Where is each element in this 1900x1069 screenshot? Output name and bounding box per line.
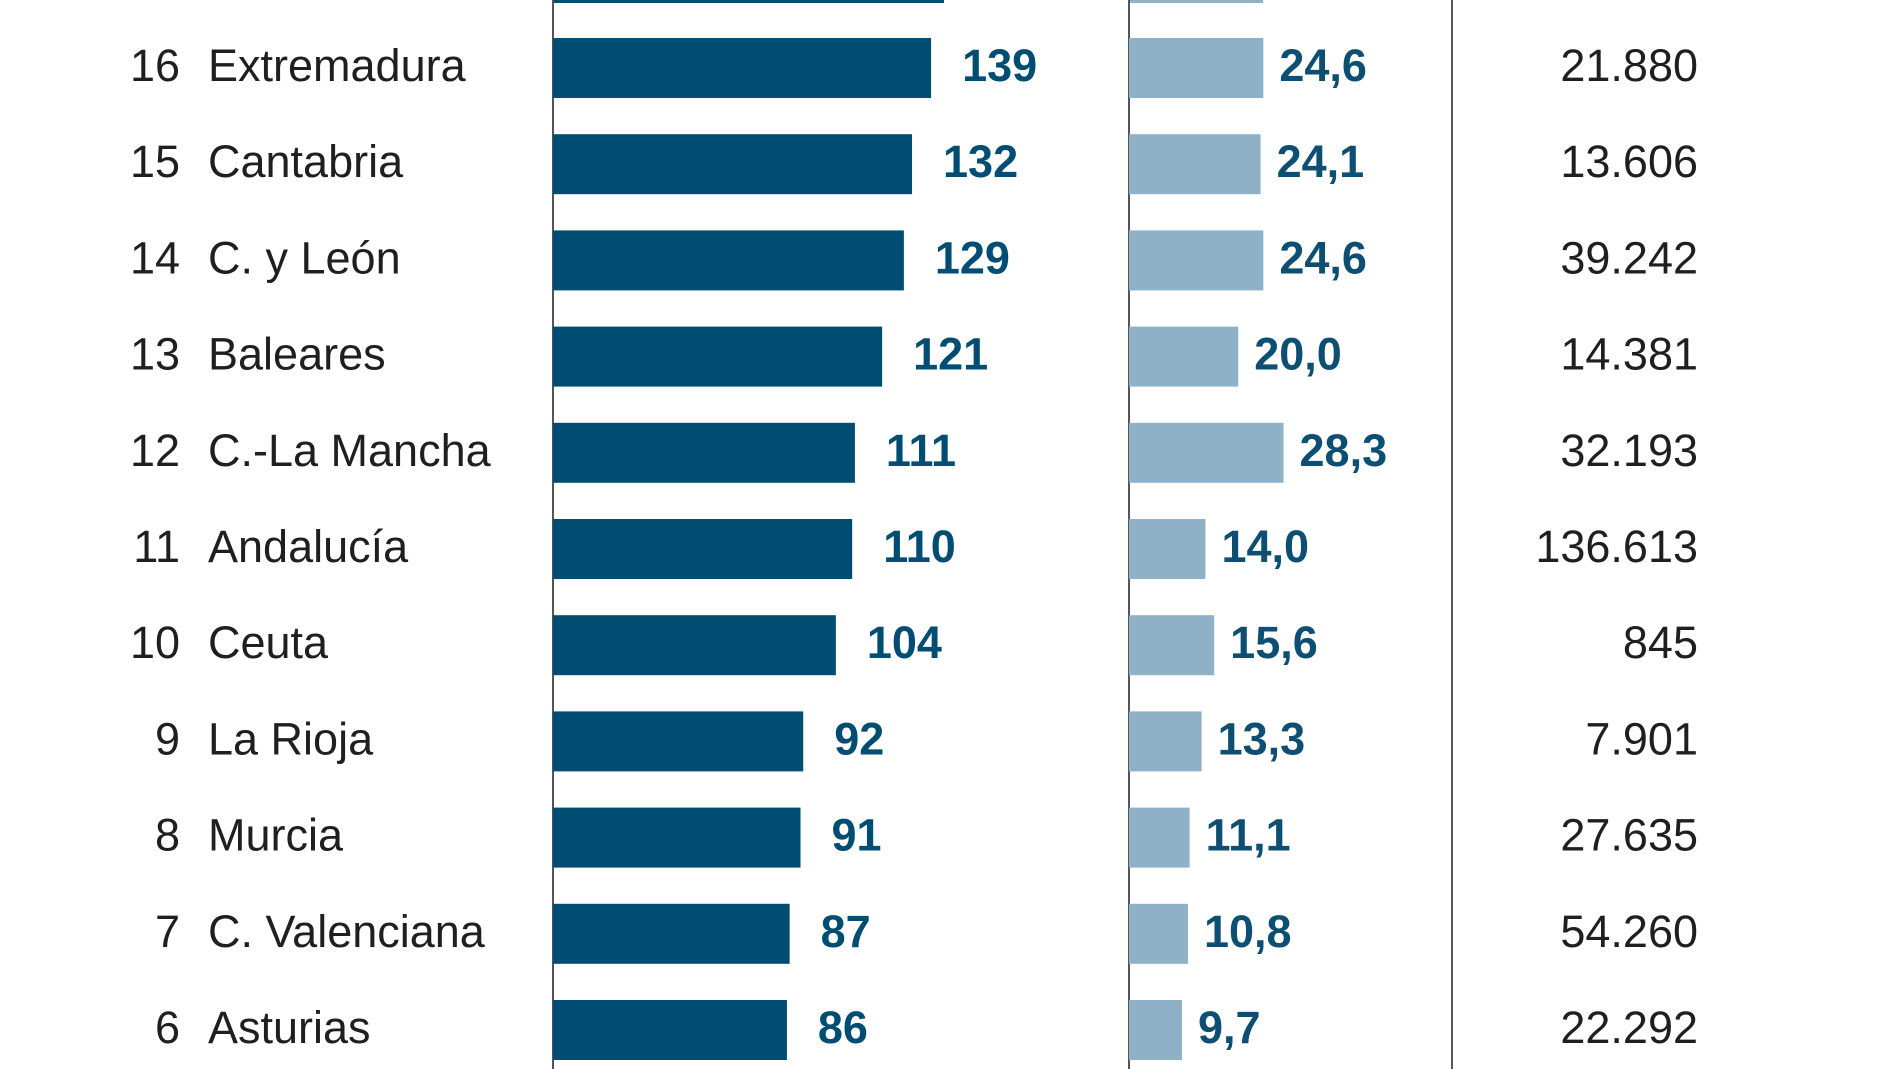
secondary-bar <box>1129 1000 1182 1060</box>
primary-value-label: 121 <box>913 329 988 380</box>
rank-label: 9 <box>155 713 180 764</box>
primary-value-label: 104 <box>867 617 942 668</box>
primary-bar <box>553 422 855 483</box>
secondary-value-label: 20,0 <box>1254 329 1342 380</box>
table-row: 6 Asturias 86 9,7 22.292 <box>155 1000 1698 1060</box>
secondary-value-label: 11,1 <box>1206 810 1291 861</box>
region-label: Ceuta <box>208 617 329 668</box>
total-value-label: 27.635 <box>1560 810 1698 861</box>
secondary-bar <box>1129 615 1215 676</box>
region-label: Baleares <box>208 329 386 380</box>
secondary-bar <box>1129 230 1264 291</box>
rank-label: 6 <box>155 1002 180 1053</box>
table-row: 7 C. Valenciana 87 10,8 54.260 <box>155 903 1698 964</box>
table-row: 16 Extremadura 139 24,6 21.880 <box>130 38 1698 98</box>
table-row: 15 Cantabria 132 24,1 13.606 <box>130 134 1698 195</box>
secondary-value-label: 24,6 <box>1279 232 1367 283</box>
table-row: 8 Murcia 91 11,1 27.635 <box>155 807 1698 868</box>
table-row: 13 Baleares 121 20,0 14.381 <box>130 326 1698 387</box>
table-row: 12 C.-La Mancha 111 28,3 32.193 <box>130 422 1698 483</box>
table-row: 14 C. y León 129 24,6 39.242 <box>130 230 1698 291</box>
secondary-value-label: 13,3 <box>1218 713 1306 764</box>
total-value-label: 32.193 <box>1560 425 1698 476</box>
total-value-label: 54.260 <box>1560 906 1698 957</box>
region-label: C.-La Mancha <box>208 425 492 476</box>
primary-value-label: 132 <box>943 136 1018 187</box>
secondary-value-label: 10,8 <box>1204 906 1292 957</box>
secondary-value-label: 9,7 <box>1198 1002 1261 1053</box>
primary-value-label: 110 <box>883 521 956 572</box>
region-label: C. y León <box>208 232 401 283</box>
primary-bar <box>553 519 853 579</box>
secondary-bar <box>1129 38 1264 98</box>
total-value-label: 7.901 <box>1585 713 1698 764</box>
table-row: 10 Ceuta 104 15,6 845 <box>130 615 1698 676</box>
primary-bar <box>553 134 913 195</box>
rank-label: 10 <box>130 617 180 668</box>
secondary-bar <box>1129 807 1190 868</box>
primary-bar <box>553 711 804 772</box>
total-value-label: 21.880 <box>1560 40 1698 91</box>
rank-label: 11 <box>133 521 180 572</box>
table-row: 9 La Rioja 92 13,3 7.901 <box>155 711 1698 772</box>
rank-label: 16 <box>130 40 180 91</box>
primary-bar <box>553 326 883 387</box>
region-label: La Rioja <box>208 713 374 764</box>
secondary-bar <box>1129 134 1261 195</box>
primary-value-label: 86 <box>818 1002 868 1053</box>
total-value-label: 39.242 <box>1560 232 1698 283</box>
primary-bar <box>553 615 836 676</box>
cropped-primary-bar <box>553 0 944 3</box>
total-value-label: 845 <box>1623 617 1698 668</box>
table-row: 11 Andalucía 110 14,0 136.613 <box>133 519 1698 579</box>
total-value-label: 14.381 <box>1560 329 1698 380</box>
total-value-label: 13.606 <box>1560 136 1698 187</box>
secondary-value-label: 15,6 <box>1230 617 1318 668</box>
rank-label: 15 <box>130 136 180 187</box>
rank-label: 14 <box>130 232 180 283</box>
secondary-bar <box>1129 326 1239 387</box>
rank-label: 13 <box>130 329 180 380</box>
primary-bar <box>553 38 932 98</box>
rank-label: 12 <box>130 425 180 476</box>
total-value-label: 136.613 <box>1535 521 1698 572</box>
primary-value-label: 92 <box>834 713 884 764</box>
primary-bar <box>553 1000 787 1060</box>
secondary-value-label: 28,3 <box>1300 425 1388 476</box>
primary-value-label: 129 <box>935 232 1010 283</box>
region-label: Cantabria <box>208 136 404 187</box>
region-label: Extremadura <box>208 40 467 91</box>
primary-value-label: 111 <box>886 425 956 476</box>
primary-bar <box>553 230 904 291</box>
primary-value-label: 91 <box>832 810 882 861</box>
region-label: Murcia <box>208 810 344 861</box>
primary-bar <box>553 903 790 964</box>
rank-label: 7 <box>155 906 180 957</box>
region-label: C. Valenciana <box>208 906 486 957</box>
secondary-value-label: 24,6 <box>1279 40 1367 91</box>
primary-value-label: 139 <box>962 40 1037 91</box>
primary-value-label: 87 <box>821 906 871 957</box>
rank-label: 8 <box>155 810 180 861</box>
secondary-bar <box>1129 903 1188 964</box>
secondary-bar <box>1129 519 1206 579</box>
region-label: Asturias <box>208 1002 371 1053</box>
secondary-bar <box>1129 711 1202 772</box>
cropped-secondary-bar <box>1129 0 1263 3</box>
secondary-value-label: 14,0 <box>1221 521 1309 572</box>
secondary-value-label: 24,1 <box>1277 136 1365 187</box>
region-label: Andalucía <box>208 521 409 572</box>
secondary-bar <box>1129 422 1284 483</box>
total-value-label: 22.292 <box>1560 1002 1698 1053</box>
primary-bar <box>553 807 801 868</box>
